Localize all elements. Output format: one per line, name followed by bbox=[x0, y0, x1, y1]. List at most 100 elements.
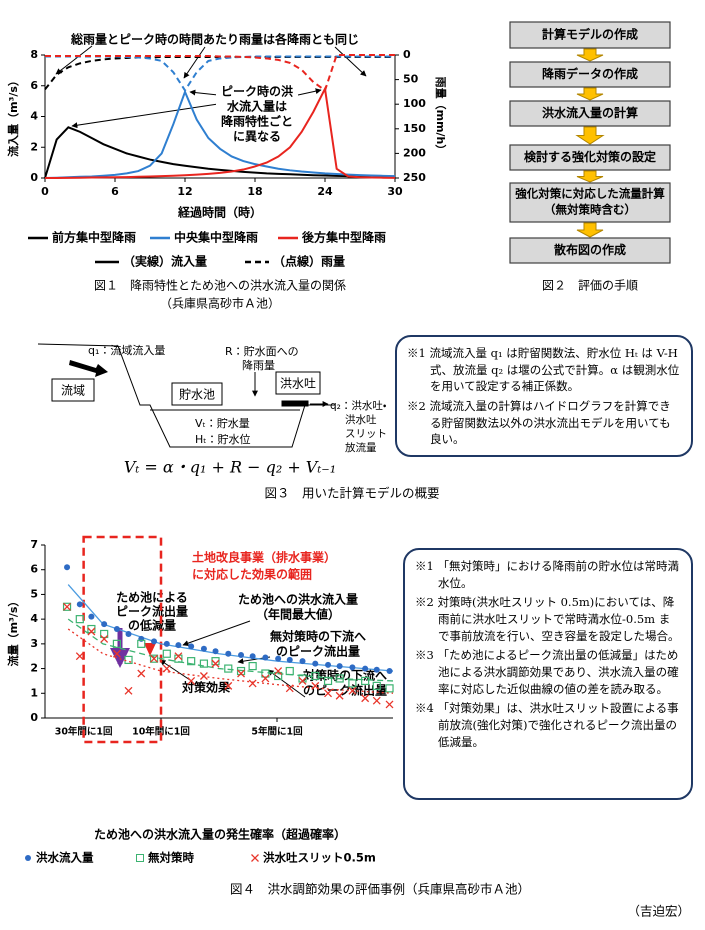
label: 貯水池 bbox=[179, 388, 215, 402]
point bbox=[199, 672, 208, 680]
x-tick-label: 12 bbox=[177, 185, 192, 198]
y-tick-label: 8 bbox=[30, 48, 38, 61]
point bbox=[361, 676, 370, 686]
legend-label: 後方集中型降雨 bbox=[301, 230, 386, 245]
caption: （兵庫県高砂市Ａ池） bbox=[160, 297, 280, 311]
point bbox=[274, 671, 283, 681]
point bbox=[174, 654, 183, 663]
point bbox=[385, 684, 394, 693]
step-box bbox=[509, 144, 671, 171]
point bbox=[298, 674, 307, 683]
step-label: 降雨データの作成 bbox=[542, 66, 638, 81]
point bbox=[236, 666, 246, 676]
rain-line bbox=[45, 55, 395, 93]
point bbox=[248, 679, 257, 688]
y-tick-label: 7 bbox=[30, 538, 38, 551]
y2-axis-label: 雨量（mm/h） bbox=[434, 77, 447, 156]
point bbox=[62, 602, 72, 611]
step-label: 強化対策に対応した流量計算 bbox=[515, 187, 665, 201]
point bbox=[100, 629, 109, 639]
step-box bbox=[509, 182, 671, 223]
point bbox=[323, 676, 333, 686]
y-tick-label: 5 bbox=[30, 587, 38, 600]
annotation: の低減量 bbox=[128, 618, 176, 633]
y2-tick-label: 100 bbox=[403, 97, 426, 110]
point bbox=[188, 643, 195, 650]
point bbox=[372, 696, 381, 705]
effect-arrow bbox=[144, 643, 156, 656]
point bbox=[285, 684, 294, 693]
step-arrow bbox=[576, 48, 604, 62]
point bbox=[150, 654, 158, 663]
point bbox=[238, 651, 245, 658]
inflow-arrow bbox=[69, 360, 108, 377]
point bbox=[199, 659, 209, 668]
point bbox=[175, 642, 182, 649]
legend-item: 洪水吐スリット0.5m bbox=[251, 851, 376, 865]
point bbox=[248, 661, 257, 671]
annotation-arrows bbox=[55, 45, 367, 129]
point bbox=[187, 676, 196, 685]
step-label: 洪水流入量の計算 bbox=[542, 105, 638, 120]
y-tick-label: 6 bbox=[30, 79, 38, 92]
point bbox=[336, 663, 343, 670]
point bbox=[87, 627, 96, 636]
annotation: 降雨特性ごと bbox=[221, 114, 293, 129]
y-axis-label: 流入量（m³/s） bbox=[6, 75, 20, 157]
point bbox=[362, 665, 369, 672]
y-tick-label: 2 bbox=[30, 140, 38, 153]
step-label: 散布図の作成 bbox=[554, 242, 626, 257]
point bbox=[311, 681, 320, 690]
point bbox=[63, 602, 71, 611]
label: q₂：洪水吐・ bbox=[330, 400, 387, 412]
x-tick-label: 0 bbox=[41, 185, 49, 198]
y2-tick-label: 50 bbox=[403, 73, 419, 86]
point bbox=[211, 657, 220, 666]
point bbox=[299, 658, 306, 665]
point bbox=[224, 681, 233, 690]
point bbox=[211, 659, 220, 668]
point bbox=[261, 669, 270, 678]
point bbox=[335, 674, 344, 683]
step-label: （無対策時含む） bbox=[544, 203, 636, 217]
reservoir-box bbox=[171, 382, 223, 406]
label: q₁：流域流入量 bbox=[88, 344, 165, 357]
notes-box: ※1 「無対策時」における降雨前の貯水位は常時満水位。 ※2 対策時(洪水吐スリッ… bbox=[403, 548, 693, 800]
annotation: ピーク時の洪 bbox=[221, 84, 293, 99]
legend-label: （点線）雨量 bbox=[273, 254, 345, 269]
point bbox=[274, 667, 283, 676]
point bbox=[373, 666, 380, 673]
y-tick-label: 1 bbox=[30, 686, 38, 699]
label: 洪水吐 bbox=[345, 414, 377, 426]
author: （吉迫宏） bbox=[627, 904, 690, 919]
x-axis-label: ため池への洪水流入量の発生確率（超過確率） bbox=[94, 827, 346, 842]
note: ※1 「無対策時」における降雨前の貯水位は常時満水位。 bbox=[415, 559, 679, 590]
legend-swatch bbox=[136, 854, 144, 862]
y-tick-label: 0 bbox=[30, 171, 38, 184]
point bbox=[162, 649, 171, 658]
highlight-range bbox=[82, 535, 163, 744]
y-tick-label: 0 bbox=[30, 711, 38, 724]
point bbox=[112, 639, 122, 648]
note: ※3 「ため池によるピーク流出量の低減量」はため池による洪水調節効果であり、洪水… bbox=[415, 648, 679, 696]
y-tick-label: 4 bbox=[30, 612, 38, 625]
caption: 図４ 洪水調節効果の評価事例（兵庫県高砂市Ａ池） bbox=[230, 882, 530, 897]
step-box bbox=[509, 61, 671, 88]
point bbox=[149, 654, 159, 663]
point bbox=[138, 635, 145, 642]
point bbox=[262, 654, 269, 661]
legend-label: （実線）流入量 bbox=[123, 254, 207, 269]
legend-item: 洪水流入量 bbox=[25, 851, 94, 865]
annotation: に対応した効果の範囲 bbox=[192, 567, 312, 582]
point bbox=[200, 645, 207, 652]
point bbox=[88, 613, 95, 620]
annotation: （年間最大値） bbox=[256, 607, 340, 622]
spillway-box bbox=[275, 371, 321, 395]
trend-line bbox=[67, 628, 394, 694]
point bbox=[298, 676, 307, 685]
point bbox=[101, 621, 108, 628]
inflow-line bbox=[44, 126, 396, 179]
point bbox=[64, 564, 71, 571]
